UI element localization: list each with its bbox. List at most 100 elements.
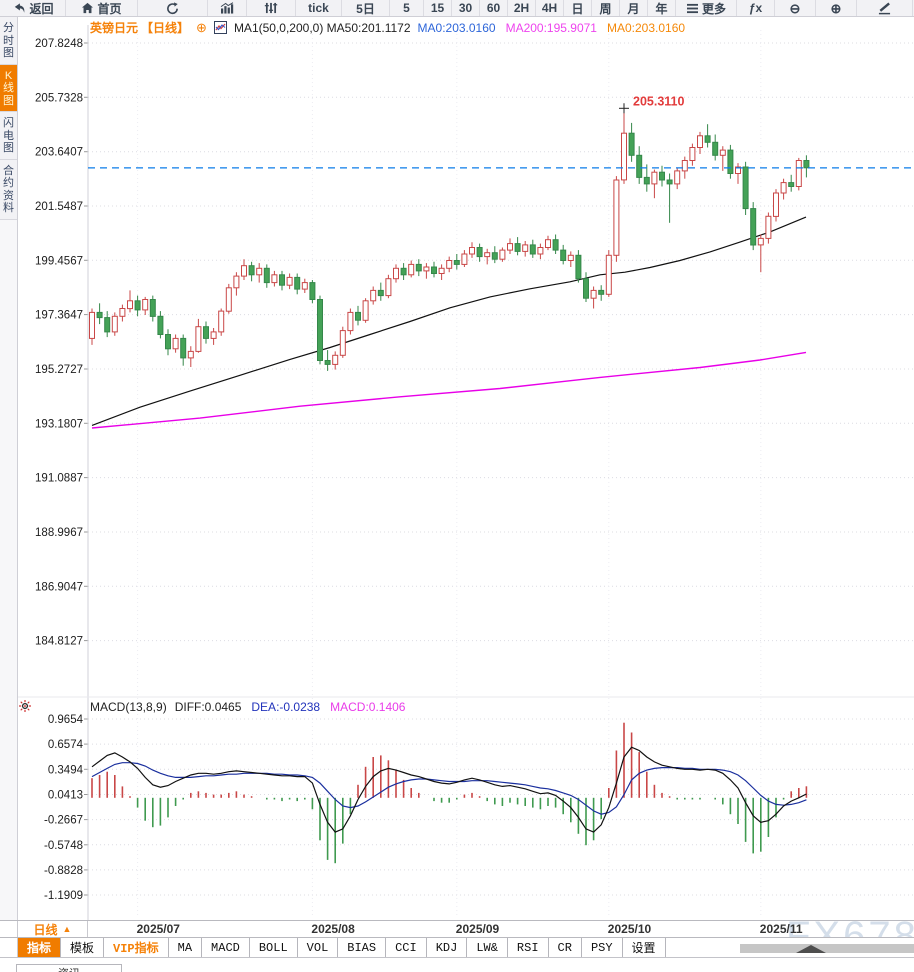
candlestick — [757, 234, 764, 273]
toolbar-item-label: tick — [308, 1, 329, 15]
indicator-tab-指标[interactable]: 指标 — [18, 938, 62, 957]
period-tick-button[interactable]: tick — [296, 0, 342, 16]
candlestick — [309, 280, 316, 304]
indicator-tab-MA[interactable]: MA — [169, 938, 203, 957]
indicator-tab-MACD[interactable]: MACD — [202, 938, 250, 957]
toolbar-item-label: ƒx — [748, 1, 763, 15]
candlestick — [301, 278, 308, 293]
indicator-tab-CR[interactable]: CR — [549, 938, 582, 957]
sidebar-tab-合约资料[interactable]: 合约资料 — [0, 159, 17, 220]
indicator-tab-VOL[interactable]: VOL — [298, 938, 339, 957]
macd-values: DIFF:0.0465 DEA:-0.0238 MACD:0.1406 — [175, 700, 406, 714]
indicator-tab-KDJ[interactable]: KDJ — [427, 938, 468, 957]
svg-text:184.8127: 184.8127 — [35, 636, 83, 648]
candlestick — [727, 144, 734, 179]
period-year-button[interactable]: 年 — [648, 0, 676, 16]
candlestick — [225, 283, 232, 314]
svg-text:205.7328: 205.7328 — [35, 92, 83, 104]
high-annotation: 205.3110 — [619, 94, 684, 114]
candlestick — [659, 165, 665, 187]
symbol-name: 英镑日元 — [90, 21, 139, 35]
add-indicator-icon[interactable]: ⊕ — [196, 19, 207, 35]
period-5d-button[interactable]: 5日 — [342, 0, 390, 16]
home-button[interactable]: 首页 — [66, 0, 138, 16]
candlestick — [803, 155, 810, 178]
svg-text:186.9047: 186.9047 — [35, 581, 83, 593]
toolbar-item-label: 年 — [655, 1, 668, 16]
period-60-button[interactable]: 60 — [480, 0, 508, 16]
sidebar-tab-闪电图[interactable]: 闪电图 — [0, 112, 17, 160]
indicator-fx-button[interactable]: ƒx — [737, 0, 775, 16]
indicator-tab-LW&[interactable]: LW& — [467, 938, 508, 957]
indicator-tab-RSI[interactable]: RSI — [508, 938, 549, 957]
period-month-button[interactable]: 月 — [620, 0, 648, 16]
zoom-in-button[interactable]: ⊕ — [816, 0, 857, 16]
candlestick — [127, 290, 133, 313]
month-gridlines — [137, 30, 762, 918]
period-week-button[interactable]: 周 — [592, 0, 620, 16]
svg-text:201.5487: 201.5487 — [35, 201, 83, 213]
period-2h-button[interactable]: 2H — [508, 0, 536, 16]
toolbar-item-label: 30 — [458, 1, 473, 15]
expand-panel-icon[interactable] — [796, 945, 826, 953]
candlestick — [400, 263, 407, 280]
news-tab-partial[interactable]: 资讯 — [16, 964, 122, 972]
candlestick — [453, 254, 460, 270]
candlestick — [742, 161, 749, 215]
candlestick — [491, 246, 498, 264]
candlestick — [263, 264, 270, 288]
subchart-settings-icon[interactable] — [19, 699, 31, 717]
indicator-tab-VIP指标[interactable]: VIP指标 — [104, 938, 169, 957]
candlestick — [651, 169, 658, 199]
candlestick — [643, 164, 650, 192]
period-selector[interactable]: 日线 ▲ — [18, 921, 88, 937]
candlestick — [423, 263, 430, 279]
candlestick — [545, 235, 551, 251]
candlestick — [735, 163, 741, 184]
indicator-tab-CCI[interactable]: CCI — [386, 938, 427, 957]
ma-value-label: MA200:195.9071 — [505, 20, 597, 35]
period-4h-button[interactable]: 4H — [536, 0, 564, 16]
refresh-button[interactable] — [138, 0, 208, 16]
candlestick — [370, 286, 377, 305]
indicator-toolbar: 指标 模板 VIP指标 MA MACD BOLL VOL BIAS CCI KDJ LW& RSI CR… — [0, 938, 914, 958]
indicator-tab-BIAS[interactable]: BIAS — [338, 938, 387, 957]
period-15-button[interactable]: 15 — [424, 0, 452, 16]
mini-chart-icon[interactable] — [213, 21, 227, 34]
period-day-button[interactable]: 日 — [564, 0, 592, 16]
candlestick — [514, 237, 521, 256]
indicator-tab-模板[interactable]: 模板 — [61, 938, 105, 957]
ma-settings-label: MA1(50,0,200,0) MA50:201.1172 — [233, 20, 411, 35]
candlestick — [89, 308, 95, 345]
candlestick — [750, 202, 757, 251]
candlestick — [134, 295, 141, 317]
svg-text:-0.5748: -0.5748 — [44, 840, 83, 852]
home-icon — [81, 2, 94, 14]
period-30-button[interactable]: 30 — [452, 0, 480, 16]
candlestick — [286, 273, 293, 290]
svg-text:0.9654: 0.9654 — [48, 714, 84, 726]
indicator-tab-PSY[interactable]: PSY — [582, 938, 623, 957]
candlestick — [499, 247, 506, 262]
indicator-tab-设置[interactable]: 设置 — [623, 938, 666, 957]
svg-text:188.9967: 188.9967 — [35, 527, 83, 539]
candlestick — [157, 311, 164, 339]
more-button[interactable]: 更多 — [676, 0, 737, 16]
candlestick-chart-canvas[interactable]: 207.8248 205.7328 203.6407 201.5487 199.4567… — [0, 0, 914, 948]
period-5-button[interactable]: 5 — [390, 0, 424, 16]
candlestick — [111, 312, 118, 336]
bar-chart-button[interactable] — [208, 0, 247, 16]
back-button[interactable]: 返回 — [0, 0, 66, 16]
candlestick — [119, 304, 126, 322]
zoom-out-button[interactable]: ⊖ — [775, 0, 816, 16]
indicator-tab-BOLL[interactable]: BOLL — [250, 938, 298, 957]
candlestick — [355, 305, 361, 326]
sidebar-tab-分时图[interactable]: 分时图 — [0, 17, 17, 65]
equalizer-button[interactable] — [247, 0, 296, 16]
toolbar-item-label: 更多 — [701, 1, 726, 16]
horizontal-scrollbar[interactable] — [740, 944, 914, 953]
draw-button[interactable] — [857, 0, 913, 16]
candlestick — [256, 263, 263, 283]
equalizer-icon — [264, 2, 278, 14]
